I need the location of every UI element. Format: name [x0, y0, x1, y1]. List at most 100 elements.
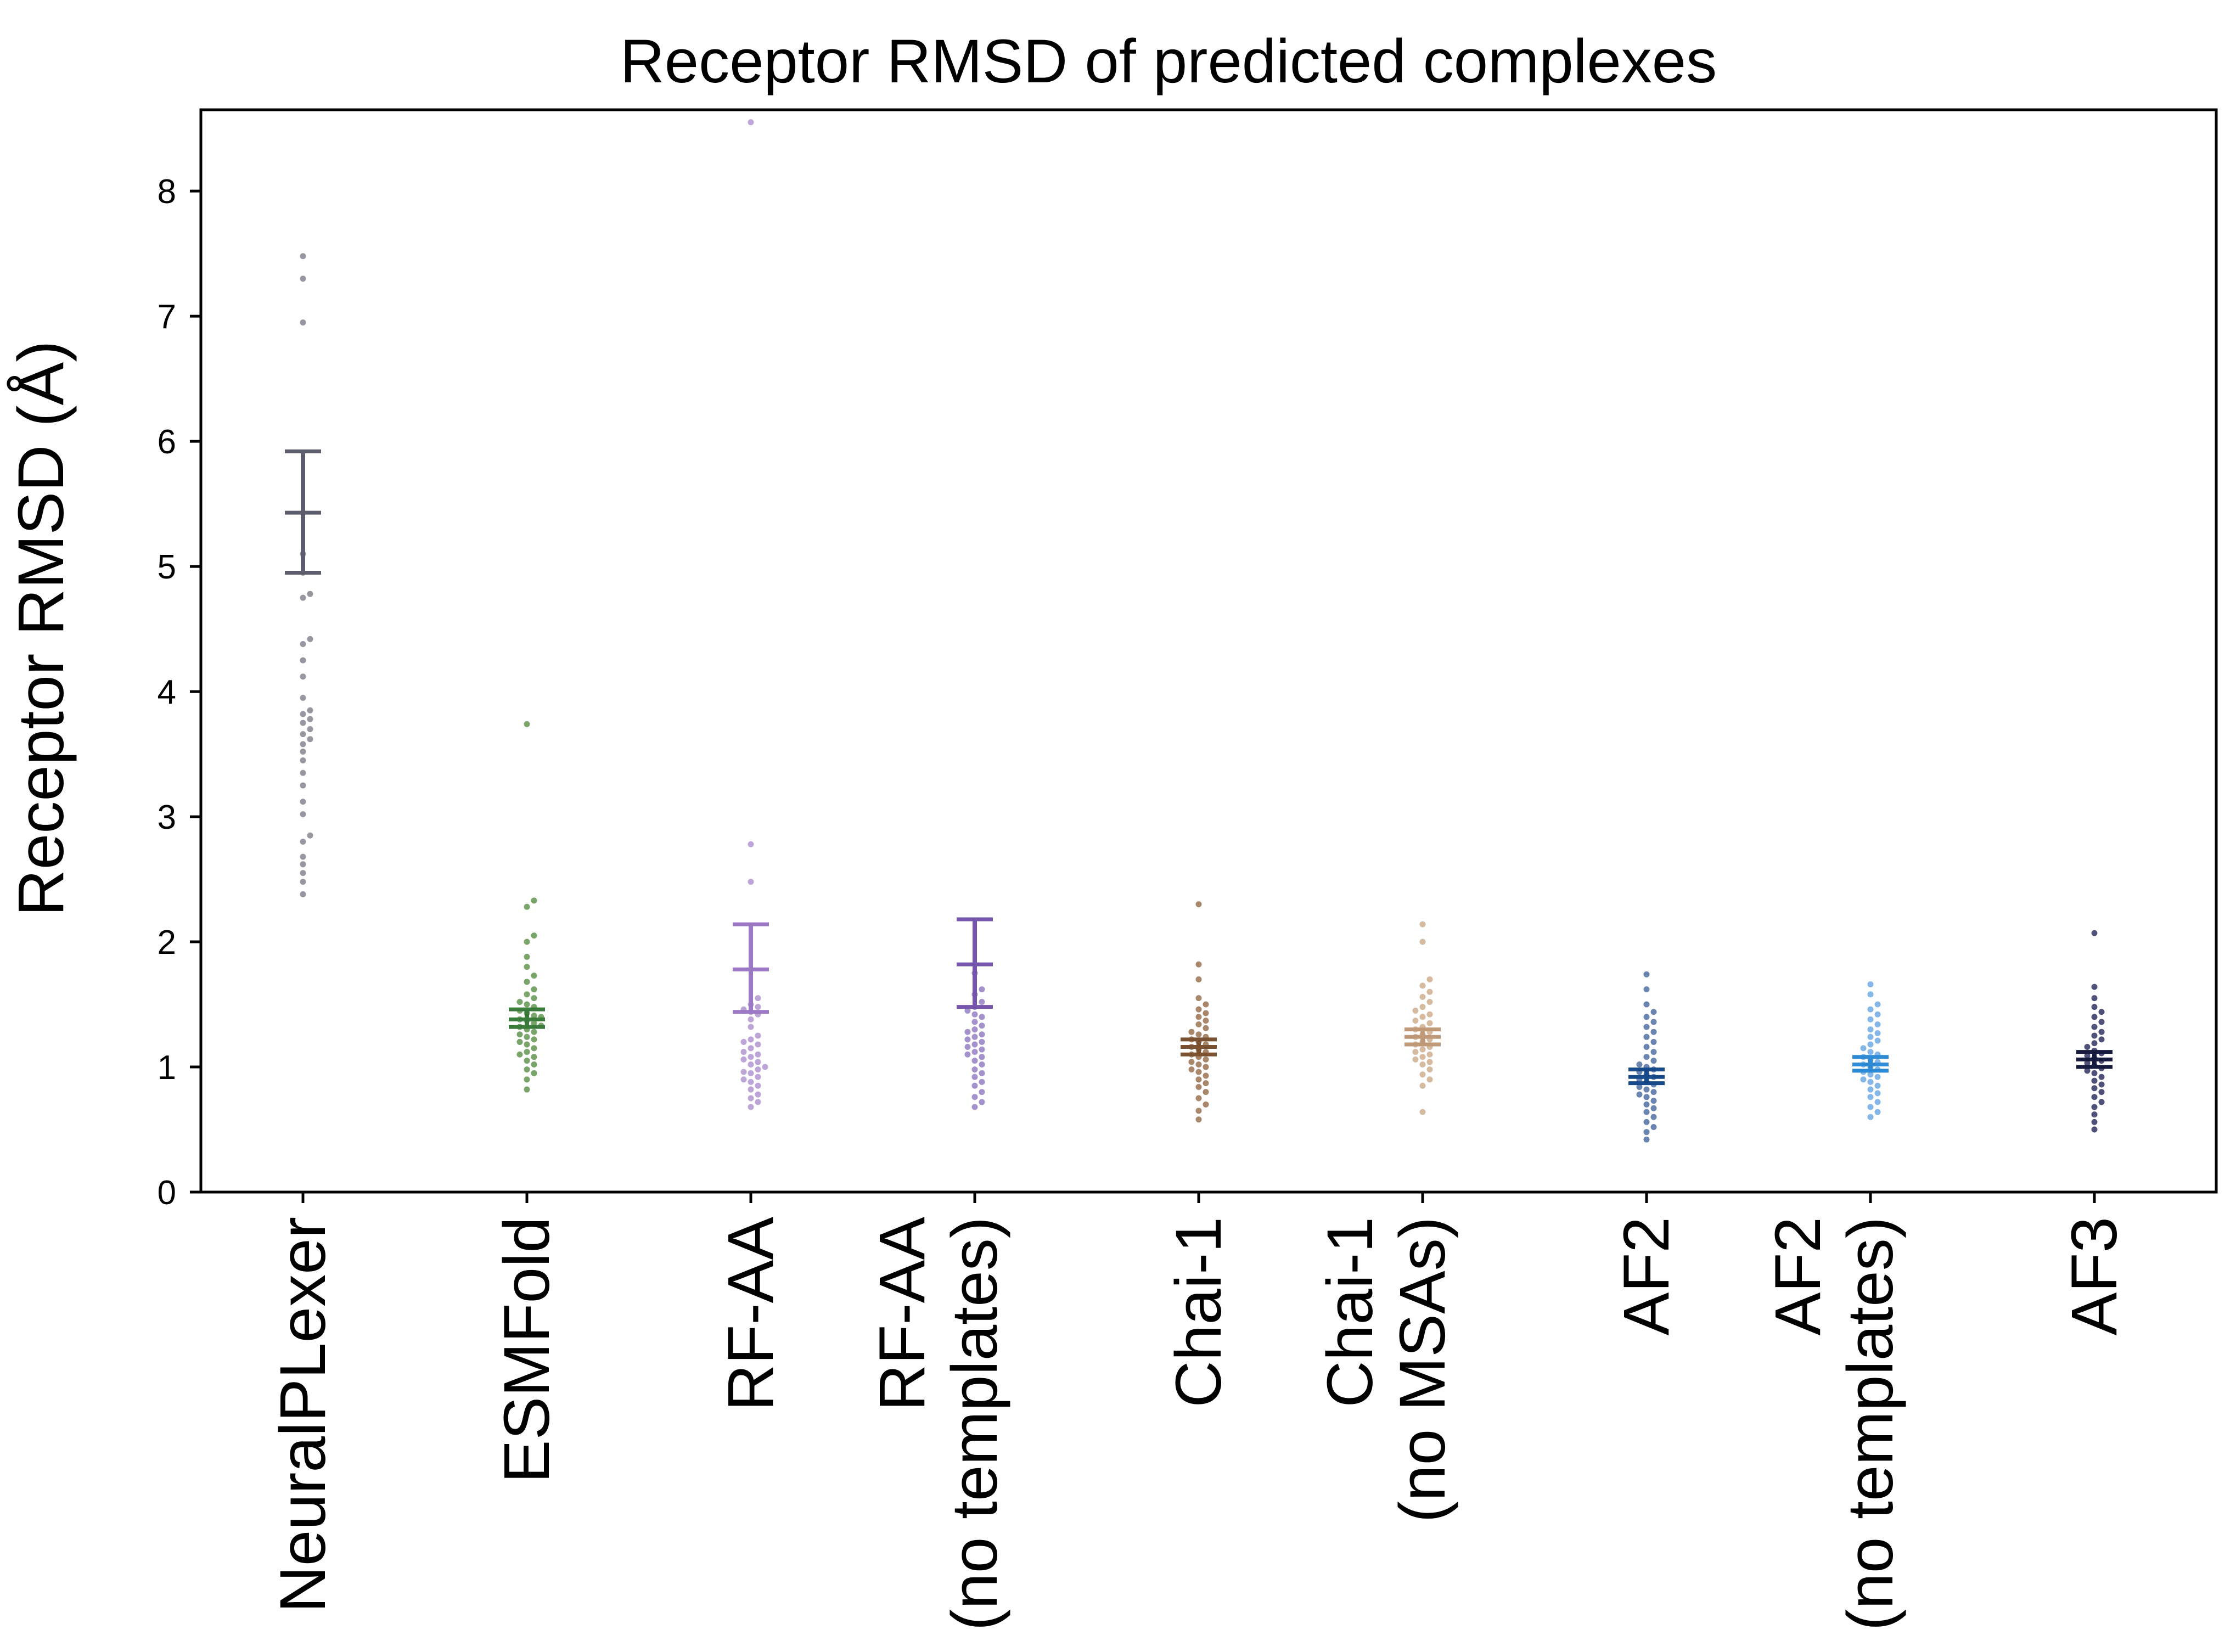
data-point	[2098, 1089, 2105, 1095]
data-point	[755, 1099, 761, 1105]
data-point	[524, 1076, 530, 1083]
x-tick-label-line: AF2	[1762, 1217, 1834, 1335]
data-point	[1643, 1033, 1650, 1040]
data-point	[300, 731, 306, 738]
data-point	[531, 1070, 537, 1076]
data-point	[307, 707, 313, 713]
error-bar-af2	[1628, 1067, 1665, 1086]
data-point	[1860, 1076, 1867, 1083]
data-point	[1426, 988, 1433, 995]
data-point	[2091, 1085, 2098, 1092]
data-point	[531, 1045, 537, 1052]
data-point	[979, 1014, 985, 1020]
data-point	[307, 636, 313, 642]
data-point	[971, 1049, 978, 1055]
data-point	[300, 769, 306, 776]
data-point	[2084, 1067, 2091, 1074]
data-point	[300, 839, 306, 845]
data-point	[740, 1076, 747, 1083]
series-chai1	[1181, 901, 1217, 1123]
data-point	[964, 1007, 971, 1014]
data-point	[740, 1038, 747, 1045]
data-point	[755, 995, 761, 1002]
data-point	[755, 1041, 761, 1048]
data-point	[1650, 1123, 1657, 1130]
x-tick-label-line: AF3	[2058, 1217, 2131, 1335]
data-point	[755, 1004, 761, 1010]
data-point	[755, 1091, 761, 1098]
data-point	[1419, 1054, 1426, 1060]
data-point	[516, 1051, 523, 1058]
data-point	[1203, 1056, 1209, 1063]
data-point	[524, 1066, 530, 1073]
data-point	[300, 741, 306, 748]
data-point	[1419, 921, 1426, 928]
data-point	[1643, 1086, 1650, 1093]
data-point	[524, 939, 530, 945]
data-point	[1874, 1037, 1881, 1044]
data-point	[531, 973, 537, 979]
data-point	[979, 1046, 985, 1053]
y-tick-label: 0	[158, 1174, 176, 1212]
data-point	[2091, 1024, 2098, 1030]
data-point	[531, 1054, 537, 1060]
data-point	[1195, 1021, 1202, 1028]
data-point	[307, 726, 313, 732]
data-point	[300, 594, 306, 601]
data-point	[524, 1049, 530, 1055]
data-point	[971, 1104, 978, 1110]
data-point	[1195, 1031, 1202, 1038]
data-point	[755, 1051, 761, 1058]
data-point	[1643, 986, 1650, 993]
data-point	[524, 953, 530, 960]
data-point	[755, 1059, 761, 1065]
x-tick-label-line: (no MSAs)	[1386, 1217, 1459, 1522]
data-point	[1643, 1109, 1650, 1115]
y-tick-label: 7	[158, 298, 176, 336]
data-point	[2091, 1032, 2098, 1039]
data-point	[971, 1058, 978, 1064]
data-point	[1426, 1066, 1433, 1073]
data-point	[300, 253, 306, 260]
data-point	[531, 1020, 537, 1026]
x-tick-label-rfaa_nt: RF-AA(no templates)	[866, 1217, 1011, 1631]
data-point	[1426, 1011, 1433, 1018]
data-point	[1874, 1021, 1881, 1028]
x-tick-label-line: AF2	[1610, 1217, 1683, 1335]
data-point	[1203, 1089, 1209, 1095]
data-point	[971, 1074, 978, 1080]
data-point	[1867, 1016, 1874, 1022]
data-point	[748, 1024, 754, 1030]
data-point	[524, 1033, 530, 1040]
data-point	[1650, 1038, 1657, 1045]
data-point	[979, 1070, 985, 1076]
data-point	[300, 799, 306, 805]
data-point	[979, 1022, 985, 1029]
data-point	[979, 1054, 985, 1060]
y-tick-label: 4	[158, 673, 176, 711]
data-point	[748, 841, 754, 847]
x-tick-label-line: Chai-1	[1162, 1217, 1235, 1408]
data-point	[748, 1078, 754, 1085]
data-point	[2091, 984, 2098, 990]
data-point	[1643, 1129, 1650, 1136]
data-point	[1643, 1001, 1650, 1008]
data-point	[964, 1044, 971, 1050]
y-tick-label: 6	[158, 423, 176, 461]
data-point	[2098, 1036, 2105, 1043]
data-point	[1643, 1119, 1650, 1125]
data-point	[531, 1061, 537, 1067]
error-bar-esmfold	[509, 1007, 545, 1029]
data-point	[516, 1038, 523, 1045]
data-point	[1867, 1104, 1874, 1110]
data-point	[748, 1045, 754, 1052]
y-tick-label: 1	[158, 1049, 176, 1087]
data-point	[1412, 1007, 1419, 1014]
data-point	[300, 657, 306, 664]
data-point	[2091, 1126, 2098, 1133]
data-point	[307, 832, 313, 839]
data-point	[1195, 961, 1202, 968]
error-bar-neuralplexer	[285, 449, 321, 575]
data-point	[300, 640, 306, 647]
data-point	[1426, 1059, 1433, 1065]
